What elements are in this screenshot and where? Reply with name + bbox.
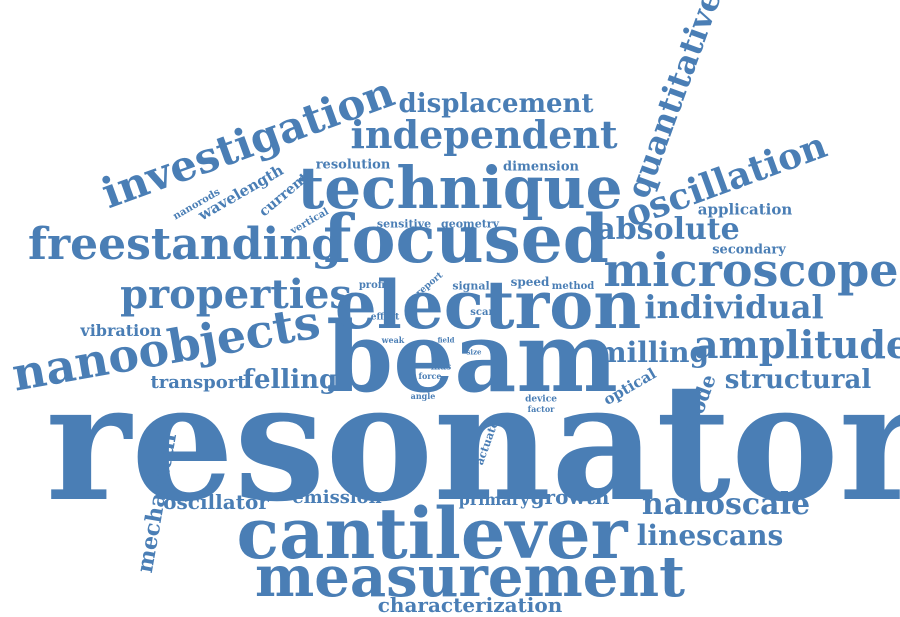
word-factor: factor [527, 404, 555, 414]
word-oscillator: oscillator [163, 490, 269, 514]
word-sensitive: sensitive [376, 217, 432, 231]
word-force: force [418, 371, 442, 381]
word-focused: focused [323, 200, 609, 278]
word-measurement: measurement [254, 544, 686, 610]
word-primary: primary [458, 490, 530, 509]
word-displacement: displacement [398, 89, 594, 119]
word-device: device [525, 394, 557, 405]
word-application: application [697, 200, 793, 219]
word-signal: signal [452, 279, 490, 293]
word-beam: beam [326, 301, 618, 414]
word-profile: profile [358, 280, 396, 291]
word-nanoscale: nanoscale [641, 487, 811, 522]
word-absolute: absolute [596, 212, 740, 247]
word-vibration: vibration [80, 321, 162, 340]
word-emission: emission [292, 487, 382, 508]
word-size: size [466, 347, 482, 357]
word-resolution: resolution [315, 157, 391, 173]
word-freestanding: freestanding [28, 219, 342, 270]
word-angle: angle [410, 391, 436, 401]
word-mas: mas [430, 362, 452, 373]
word-growth: growth [530, 485, 610, 509]
word-felling: felling [242, 365, 338, 395]
word-resonator: resonator [45, 348, 900, 538]
word-speed: speed [510, 275, 550, 289]
word-linescans: linescans [636, 519, 784, 552]
word-electron: electron [334, 266, 642, 344]
word-transport: transport [150, 372, 246, 393]
word-structural: structural [724, 365, 872, 395]
word-method: method [551, 281, 595, 292]
word-dimension: dimension [503, 159, 579, 175]
word-geometry: geometry [441, 217, 499, 231]
word-amplitude: amplitude [693, 322, 900, 367]
word-microscope: microscope [603, 243, 899, 297]
word-technique: technique [297, 154, 623, 222]
word-properties: properties [120, 271, 352, 318]
word-individual: individual [644, 288, 824, 326]
word-effect: effect [370, 312, 400, 323]
word-scan: scan [470, 307, 496, 318]
word-characterization: characterization [377, 593, 563, 617]
word-independent: independent [350, 112, 618, 157]
word-weak: weak [381, 335, 405, 345]
word-field: field [437, 335, 455, 345]
word-milling: milling [596, 336, 710, 369]
word-secondary: secondary [712, 242, 786, 258]
word-cantilever: cantilever [236, 492, 628, 575]
